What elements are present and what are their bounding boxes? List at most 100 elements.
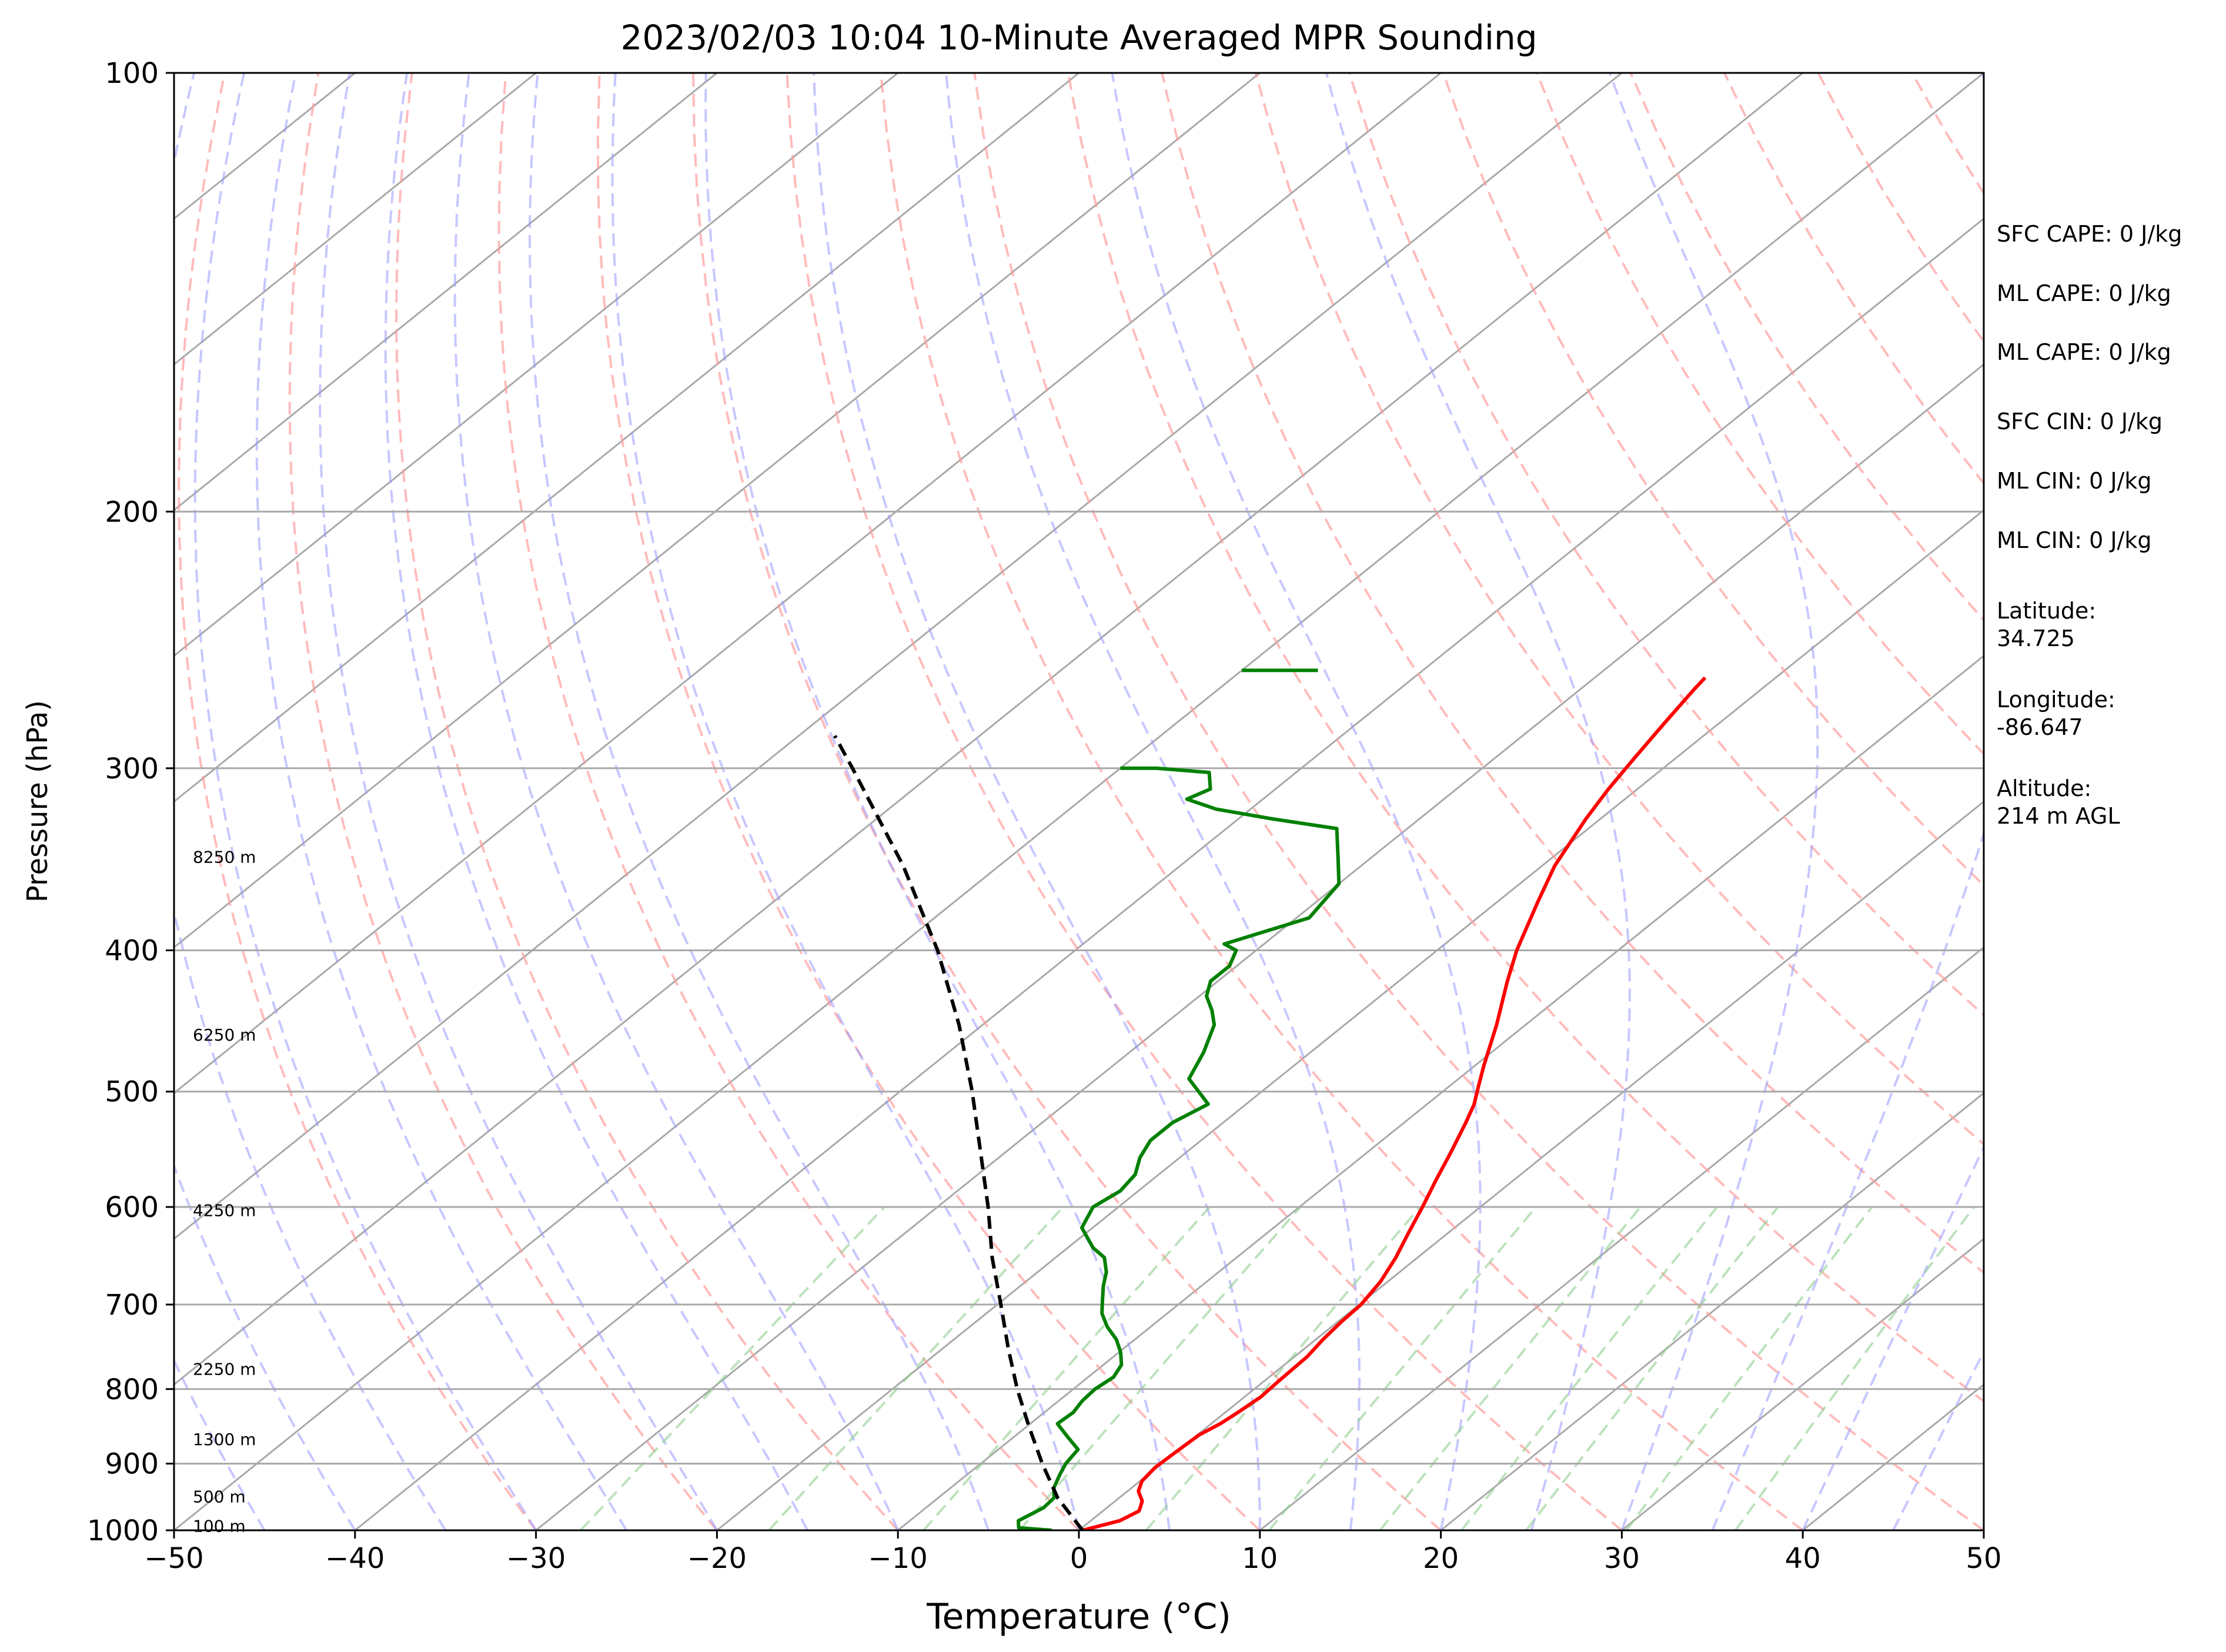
moist-adiabat-line	[174, 73, 447, 1530]
background-reference-lines	[174, 73, 1984, 1530]
moist-adiabat-line	[193, 73, 537, 1530]
moist-adiabat-line	[611, 73, 1080, 1530]
isotherm-line	[1621, 1238, 1984, 1530]
x-tick-label: 10	[1242, 1542, 1278, 1575]
y-tick-label: 100	[105, 57, 159, 90]
sounding-index-text: SFC CIN: 0 J/kg	[1997, 409, 2163, 434]
chart-title: 2023/02/03 10:04 10-Minute Averaged MPR …	[620, 18, 1537, 58]
y-tick-label: 300	[105, 753, 159, 785]
sounding-index-text: ML CAPE: 0 J/kg	[1997, 339, 2171, 365]
sounding-index-text: Longitude: -86.647	[1997, 687, 2115, 740]
sounding-index-text: ML CIN: 0 J/kg	[1997, 527, 2152, 553]
x-tick-label: 0	[1070, 1542, 1088, 1575]
isotherm-line	[174, 73, 1623, 1240]
parcel-line	[833, 735, 1084, 1530]
height-label: 100 m	[193, 1516, 246, 1536]
isotherm-line	[174, 73, 1804, 1386]
height-label: 2250 m	[193, 1360, 256, 1379]
isotherm-line	[535, 363, 1984, 1530]
sounding-index-text: ML CAPE: 0 J/kg	[1997, 280, 2171, 306]
dry-adiabat-line	[1442, 73, 1984, 887]
isotherm-line	[174, 73, 1442, 1095]
x-axis-label: Temperature (°C)	[926, 1596, 1231, 1637]
x-tick-label: 30	[1604, 1542, 1640, 1575]
y-tick-label: 400	[105, 935, 159, 968]
dry-adiabat-line	[1067, 73, 1984, 1403]
sounding-index-text: ML CIN: 0 J/kg	[1997, 468, 2152, 494]
moist-adiabat-line	[945, 73, 1361, 1530]
height-label: 6250 m	[193, 1025, 256, 1045]
dry-adiabat-line	[497, 73, 1080, 1530]
isotherm-line	[174, 73, 899, 657]
dry-adiabat-line	[692, 73, 1442, 1530]
sounding-index-text: Latitude: 34.725	[1997, 598, 2097, 651]
temperature-line	[1082, 676, 1707, 1530]
height-labels: 100 m 500 m 1300 m 2250 m 4250 m 6250 m 8250 m	[193, 847, 256, 1536]
height-label: 8250 m	[193, 847, 256, 867]
isotherm-line	[174, 73, 537, 366]
isotherm-line	[174, 73, 1984, 1530]
dry-adiabat-line	[786, 73, 1623, 1530]
moist-adiabat-line	[704, 73, 1171, 1530]
x-tick-label: −20	[687, 1542, 747, 1575]
isotherm-line	[1440, 1092, 1984, 1530]
isotherm-line	[897, 654, 1984, 1530]
isotherm-line	[1259, 946, 1984, 1530]
dry-adiabat-line	[288, 73, 718, 1530]
isotherm-line	[174, 73, 718, 511]
moist-adiabat-line	[1325, 73, 1631, 1530]
moist-adiabat-line	[1608, 73, 1819, 1530]
moist-adiabat-line	[319, 73, 718, 1530]
isotherm-line	[716, 509, 1984, 1530]
moist-adiabat-line	[528, 73, 990, 1530]
y-axis-label: Pressure (hPa)	[21, 700, 54, 902]
dry-adiabat-line	[178, 73, 537, 1530]
moist-adiabat-line	[813, 73, 1261, 1530]
height-label: 500 m	[193, 1487, 246, 1507]
sounding-series	[833, 668, 1707, 1530]
height-label: 4250 m	[193, 1200, 256, 1220]
moist-adiabat-line	[1111, 73, 1482, 1530]
x-tick-label: 20	[1423, 1542, 1459, 1575]
isobar-gridlines	[174, 73, 1984, 1530]
y-tick-label: 200	[105, 496, 159, 529]
y-tick-label: 1000	[87, 1514, 159, 1547]
moist-adiabat-line	[1711, 73, 1984, 1530]
dewpoint-line	[1017, 766, 1341, 1530]
isotherm-line	[174, 73, 1261, 949]
y-tick-label: 500	[105, 1076, 159, 1109]
moist-adiabat-line	[453, 73, 900, 1530]
moist-adiabat-line	[255, 73, 628, 1530]
isotherm-line	[1078, 800, 1984, 1530]
x-tick-label: 40	[1785, 1542, 1821, 1575]
mixing-ratio-line	[1625, 1206, 1873, 1530]
dry-adiabat-line	[1254, 73, 1984, 1146]
x-tick-label: −10	[868, 1542, 928, 1575]
dry-adiabat-line	[880, 73, 1804, 1530]
y-tick-label: 600	[105, 1191, 159, 1224]
y-tick-label: 900	[105, 1448, 159, 1481]
x-tick-label: 50	[1966, 1542, 2001, 1575]
mixing-ratio-line	[580, 1206, 885, 1530]
sounding-index-text: Altitude: 214 m AGL	[1997, 775, 2120, 829]
dry-adiabat-line	[395, 73, 899, 1530]
x-tick-label: −30	[506, 1542, 566, 1575]
moist-adiabat-line	[384, 73, 809, 1530]
x-tick-label: −40	[325, 1542, 385, 1575]
sounding-index-text: SFC CAPE: 0 J/kg	[1997, 221, 2182, 247]
dry-adiabat-line	[1161, 73, 1984, 1275]
isotherm-line	[174, 73, 1079, 803]
dry-adiabat-line	[596, 73, 1261, 1530]
y-axis-ticks: 1000 900 800 700 600 500 400 300 200 100	[87, 57, 174, 1547]
y-tick-label: 700	[105, 1289, 159, 1322]
y-tick-label: 800	[105, 1373, 159, 1406]
x-axis-ticks: −50 −40 −30 −20 −10 0 10 20 30 40 50	[144, 1530, 2002, 1575]
isotherm-line	[354, 217, 1984, 1530]
height-label: 1300 m	[193, 1430, 256, 1449]
mixing-ratio-line	[1460, 1206, 1719, 1530]
dry-adiabat-line	[1348, 73, 1984, 1017]
x-tick-label: −50	[144, 1542, 203, 1575]
dry-adiabat-line	[973, 73, 1984, 1530]
mixing-ratio-line	[1525, 1206, 1779, 1530]
